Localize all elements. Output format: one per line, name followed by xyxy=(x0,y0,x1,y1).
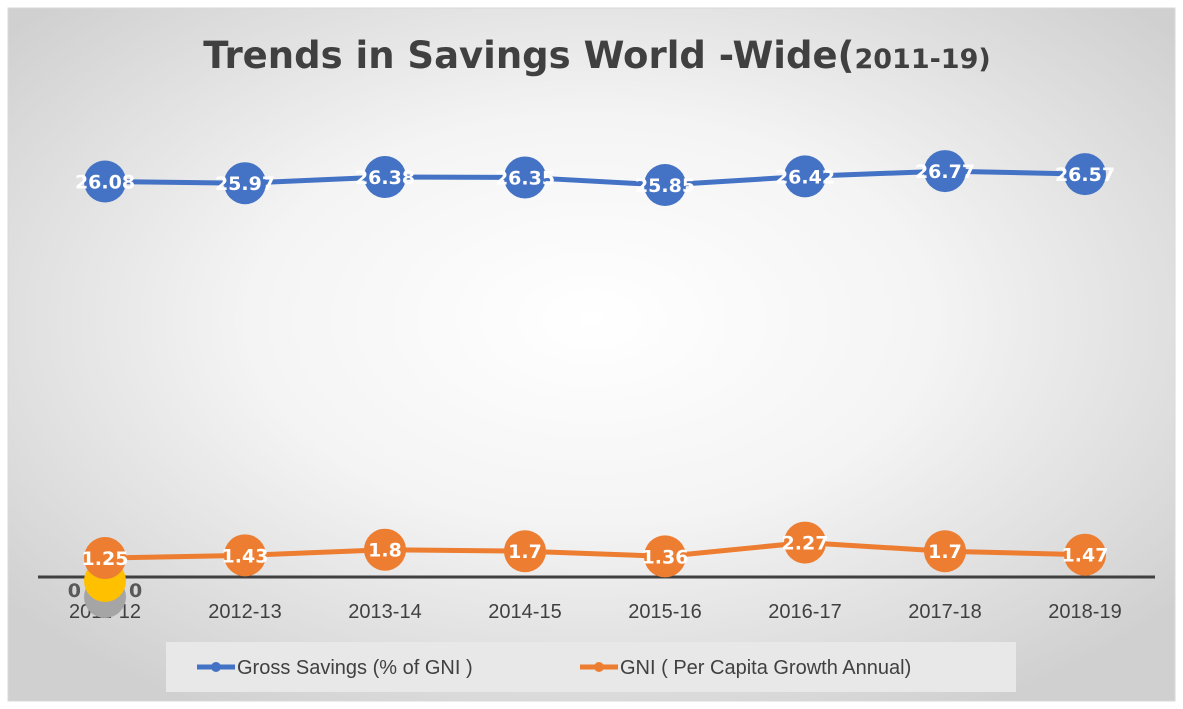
x-tick-label: 2018-19 xyxy=(1048,601,1121,623)
data-label: 26.77 xyxy=(915,161,975,183)
chart-area xyxy=(7,7,1176,702)
data-label: 26.57 xyxy=(1055,164,1115,186)
data-point xyxy=(224,162,266,205)
data-label: 26.38 xyxy=(355,167,415,189)
data-point xyxy=(644,164,686,207)
title-main: Trends in Savings World -Wide( xyxy=(203,34,854,77)
data-point xyxy=(84,160,126,203)
title-suffix: 2011-19) xyxy=(854,44,990,75)
data-point xyxy=(644,535,686,578)
x-tick-label: 2012-13 xyxy=(208,601,281,623)
data-label: 1.8 xyxy=(368,540,402,562)
x-tick-label: 2014-15 xyxy=(488,601,561,623)
data-label: 2.27 xyxy=(782,533,829,555)
series-line xyxy=(104,168,1086,188)
data-point xyxy=(224,534,266,577)
legend-label: GNI ( Per Capita Growth Annual) xyxy=(620,657,911,679)
x-tick-label: 2015-16 xyxy=(628,601,701,623)
x-tick-label: 2017-18 xyxy=(908,601,981,623)
legend-marker xyxy=(594,662,604,672)
data-label: 26.35 xyxy=(495,167,555,189)
data-label: 1.47 xyxy=(1062,545,1109,567)
data-point xyxy=(1064,153,1106,196)
data-label: 26.42 xyxy=(775,166,835,188)
legend-label: Gross Savings (% of GNI ) xyxy=(237,657,473,679)
x-tick-label: 2016-17 xyxy=(768,601,841,623)
chart-title: Trends in Savings World -Wide(2011-19) xyxy=(203,34,990,77)
data-point xyxy=(784,521,826,564)
data-point xyxy=(504,530,546,573)
data-label: 1.7 xyxy=(508,541,542,563)
data-label: 25.85 xyxy=(635,175,695,197)
data-point xyxy=(924,530,966,573)
x-tick-label: 2013-14 xyxy=(348,601,421,623)
data-point xyxy=(84,537,126,580)
data-point xyxy=(1064,533,1106,576)
legend-items: Gross Savings (% of GNI ) GNI ( Per Capit… xyxy=(197,657,911,679)
data-label: 1.25 xyxy=(82,548,129,570)
series-line xyxy=(104,540,1086,561)
data-point xyxy=(784,155,826,198)
data-label: 26.08 xyxy=(75,172,135,194)
data-point xyxy=(504,156,546,199)
data-label: 0 xyxy=(68,580,81,602)
data-point xyxy=(364,155,406,198)
legend-marker xyxy=(211,662,221,672)
data-label: 25.97 xyxy=(215,173,275,195)
data-point xyxy=(924,150,966,193)
data-label: 0 xyxy=(129,580,142,602)
data-label: 1.7 xyxy=(928,541,962,563)
data-label: 1.43 xyxy=(222,545,269,567)
data-point xyxy=(364,528,406,571)
plot-area: 2011-122012-132013-142014-152015-162016-… xyxy=(38,150,1155,623)
data-label: 1.36 xyxy=(642,546,689,568)
